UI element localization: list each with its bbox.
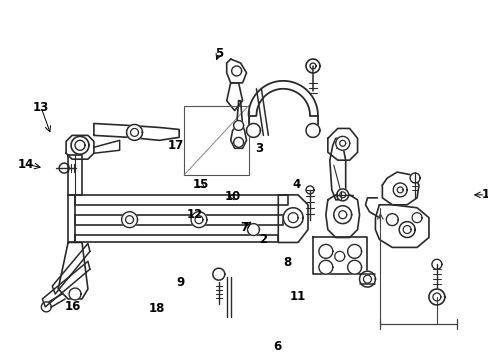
Polygon shape: [333, 206, 351, 224]
Text: 6: 6: [272, 340, 281, 353]
Text: 17: 17: [167, 139, 183, 152]
Text: 9: 9: [176, 276, 184, 289]
Polygon shape: [431, 259, 441, 269]
Polygon shape: [126, 125, 142, 140]
Polygon shape: [347, 260, 361, 274]
Polygon shape: [336, 189, 348, 201]
Text: 13: 13: [33, 101, 49, 114]
Polygon shape: [191, 212, 206, 228]
Text: 18: 18: [148, 302, 164, 315]
Text: 12: 12: [187, 208, 203, 221]
Text: 4: 4: [291, 179, 300, 192]
Polygon shape: [69, 288, 81, 300]
Polygon shape: [392, 183, 407, 197]
Text: 1: 1: [480, 188, 488, 201]
Polygon shape: [122, 212, 137, 228]
Text: 14: 14: [18, 158, 34, 171]
Polygon shape: [246, 123, 260, 138]
Text: 5: 5: [215, 46, 223, 60]
Text: 10: 10: [224, 190, 241, 203]
Polygon shape: [305, 123, 319, 138]
Polygon shape: [347, 244, 361, 258]
Text: 7: 7: [240, 221, 248, 234]
Polygon shape: [318, 244, 332, 258]
Polygon shape: [283, 208, 303, 228]
Polygon shape: [233, 138, 243, 147]
Polygon shape: [398, 222, 414, 238]
Text: 15: 15: [193, 179, 209, 192]
Polygon shape: [335, 136, 349, 150]
Text: 2: 2: [259, 233, 266, 246]
Polygon shape: [409, 173, 419, 183]
Polygon shape: [71, 136, 89, 154]
Polygon shape: [318, 260, 332, 274]
Polygon shape: [231, 66, 241, 76]
Polygon shape: [428, 289, 444, 305]
Polygon shape: [41, 302, 51, 312]
Text: 11: 11: [289, 291, 305, 303]
Polygon shape: [386, 214, 397, 226]
Polygon shape: [305, 59, 319, 73]
Polygon shape: [212, 268, 224, 280]
Polygon shape: [247, 224, 259, 235]
Text: 8: 8: [283, 256, 291, 269]
Polygon shape: [411, 213, 421, 222]
Text: 16: 16: [64, 300, 81, 314]
Polygon shape: [233, 121, 243, 130]
Polygon shape: [359, 271, 375, 287]
Text: 3: 3: [255, 142, 263, 155]
Polygon shape: [334, 251, 344, 261]
